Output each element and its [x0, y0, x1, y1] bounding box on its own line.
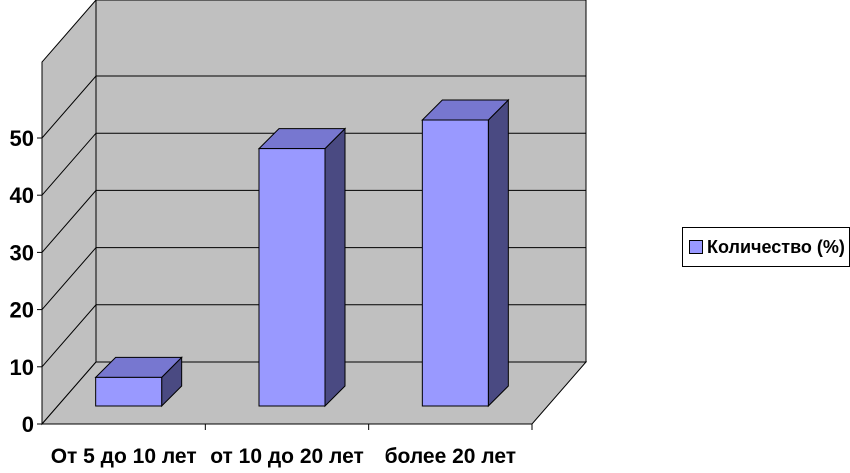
bar-side [487, 98, 509, 408]
bar-front [95, 376, 163, 407]
y-tick-label: 20 [10, 298, 34, 323]
bar-front [258, 148, 326, 407]
x-tick-label: более 20 лет [385, 445, 516, 468]
y-tick-labels: 0 10 20 30 40 50 [10, 126, 34, 437]
bars [94, 98, 510, 408]
y-tick-label: 0 [22, 412, 34, 437]
bar [257, 127, 347, 408]
legend: Количество (%) [682, 227, 850, 267]
side-wall [41, 0, 97, 426]
bar [421, 98, 510, 408]
y-tick-label: 50 [10, 126, 34, 151]
y-tick-label: 10 [10, 355, 34, 380]
y-tick-label: 30 [10, 240, 34, 265]
legend-label: Количество (%) [707, 236, 845, 257]
x-tick-label: От 5 до 10 лет [51, 445, 197, 468]
bar-front [421, 119, 489, 407]
x-tick-label: от 10 до 20 лет [210, 445, 364, 468]
bar-side [324, 127, 346, 408]
axes [37, 62, 533, 430]
y-tick-label: 40 [10, 183, 34, 208]
legend-swatch [689, 240, 703, 254]
bar [94, 356, 183, 408]
x-tick-labels: От 5 до 10 лет от 10 до 20 лет более 20 ле… [51, 445, 516, 468]
gridline [41, 75, 586, 139]
